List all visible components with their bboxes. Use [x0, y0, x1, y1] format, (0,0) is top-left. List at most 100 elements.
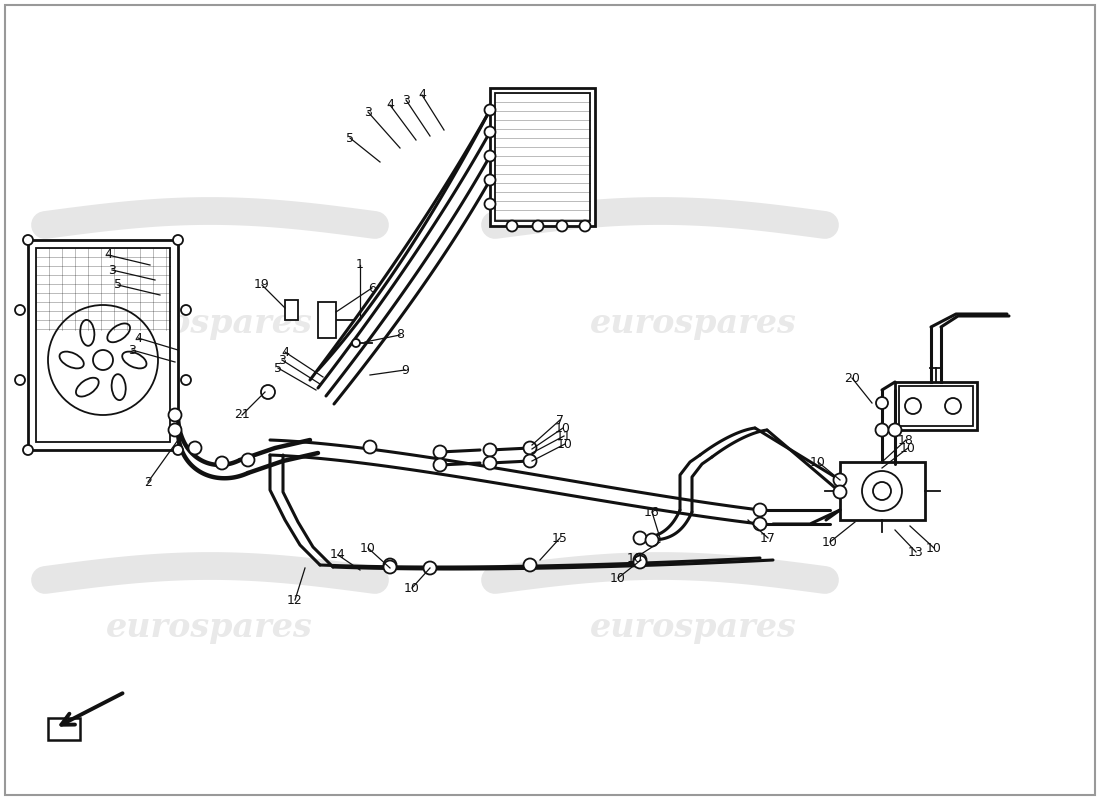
Circle shape — [889, 423, 902, 437]
Circle shape — [363, 441, 376, 454]
Bar — [36, 248, 170, 442]
Circle shape — [834, 486, 847, 498]
Circle shape — [634, 555, 647, 569]
Circle shape — [580, 221, 591, 231]
Text: 1: 1 — [356, 258, 364, 271]
Text: 11: 11 — [557, 430, 572, 442]
Text: 18: 18 — [898, 434, 914, 446]
Circle shape — [945, 398, 961, 414]
Bar — [899, 386, 974, 426]
Text: eurospares: eurospares — [590, 611, 796, 645]
Bar — [895, 382, 977, 430]
Text: 17: 17 — [760, 531, 775, 545]
Text: 6: 6 — [368, 282, 376, 294]
Circle shape — [634, 554, 647, 566]
Circle shape — [424, 562, 437, 574]
Circle shape — [484, 105, 495, 115]
Text: 15: 15 — [552, 531, 568, 545]
Circle shape — [484, 126, 495, 138]
Text: 7: 7 — [556, 414, 564, 426]
Circle shape — [876, 423, 889, 437]
Circle shape — [216, 457, 229, 470]
Text: 14: 14 — [330, 549, 345, 562]
Circle shape — [905, 398, 921, 414]
Bar — [495, 93, 590, 221]
Text: 10: 10 — [404, 582, 420, 594]
Text: 4: 4 — [134, 331, 142, 345]
Text: eurospares: eurospares — [590, 307, 796, 341]
Text: 10: 10 — [810, 455, 826, 469]
Ellipse shape — [76, 378, 99, 397]
Circle shape — [862, 471, 902, 511]
Bar — [318, 302, 336, 338]
Circle shape — [557, 221, 568, 231]
Circle shape — [484, 457, 496, 470]
Circle shape — [384, 558, 396, 571]
Circle shape — [646, 534, 659, 546]
Text: 4: 4 — [104, 249, 112, 262]
Circle shape — [532, 221, 543, 231]
Text: 3: 3 — [403, 94, 410, 106]
Text: 10: 10 — [926, 542, 942, 554]
Circle shape — [433, 446, 447, 458]
Circle shape — [754, 503, 767, 517]
Text: 8: 8 — [396, 329, 404, 342]
Text: 3: 3 — [128, 343, 136, 357]
Text: 2: 2 — [144, 475, 152, 489]
Circle shape — [876, 397, 888, 409]
Circle shape — [168, 409, 182, 422]
Text: 4: 4 — [418, 89, 426, 102]
Text: 10: 10 — [627, 551, 642, 565]
Circle shape — [173, 235, 183, 245]
Ellipse shape — [111, 374, 125, 400]
Circle shape — [182, 375, 191, 385]
Circle shape — [352, 339, 360, 347]
Text: 20: 20 — [844, 371, 860, 385]
Circle shape — [634, 531, 647, 545]
Text: 19: 19 — [254, 278, 270, 291]
Circle shape — [94, 350, 113, 370]
Circle shape — [484, 174, 495, 186]
Circle shape — [48, 305, 158, 415]
Text: 3: 3 — [364, 106, 372, 118]
Text: 10: 10 — [822, 535, 838, 549]
Text: 21: 21 — [234, 409, 250, 422]
Bar — [28, 240, 178, 450]
Circle shape — [484, 198, 495, 210]
Ellipse shape — [59, 352, 84, 368]
Text: 9: 9 — [402, 363, 409, 377]
Circle shape — [524, 454, 537, 467]
Bar — [285, 300, 298, 320]
Circle shape — [173, 445, 183, 455]
Text: 5: 5 — [346, 131, 354, 145]
Circle shape — [384, 561, 396, 574]
Circle shape — [506, 221, 517, 231]
Text: 10: 10 — [610, 571, 626, 585]
Circle shape — [23, 445, 33, 455]
Text: 16: 16 — [645, 506, 660, 518]
Circle shape — [484, 150, 495, 162]
Circle shape — [188, 442, 201, 454]
Text: 10: 10 — [900, 442, 916, 454]
Text: 3: 3 — [278, 354, 286, 366]
Bar — [48, 718, 80, 740]
Text: 3: 3 — [108, 263, 115, 277]
Text: 10: 10 — [556, 422, 571, 434]
Text: 10: 10 — [557, 438, 573, 450]
Ellipse shape — [122, 352, 146, 368]
Circle shape — [524, 442, 537, 454]
Circle shape — [15, 375, 25, 385]
Bar — [490, 88, 595, 226]
Circle shape — [754, 518, 767, 530]
Circle shape — [433, 458, 447, 471]
Text: 4: 4 — [282, 346, 289, 358]
Circle shape — [242, 454, 254, 466]
Ellipse shape — [108, 323, 130, 342]
Circle shape — [524, 558, 537, 571]
Circle shape — [484, 443, 496, 457]
Text: 5: 5 — [114, 278, 122, 291]
Circle shape — [182, 305, 191, 315]
Text: 4: 4 — [386, 98, 394, 111]
Text: eurospares: eurospares — [106, 611, 312, 645]
Text: 12: 12 — [287, 594, 303, 606]
